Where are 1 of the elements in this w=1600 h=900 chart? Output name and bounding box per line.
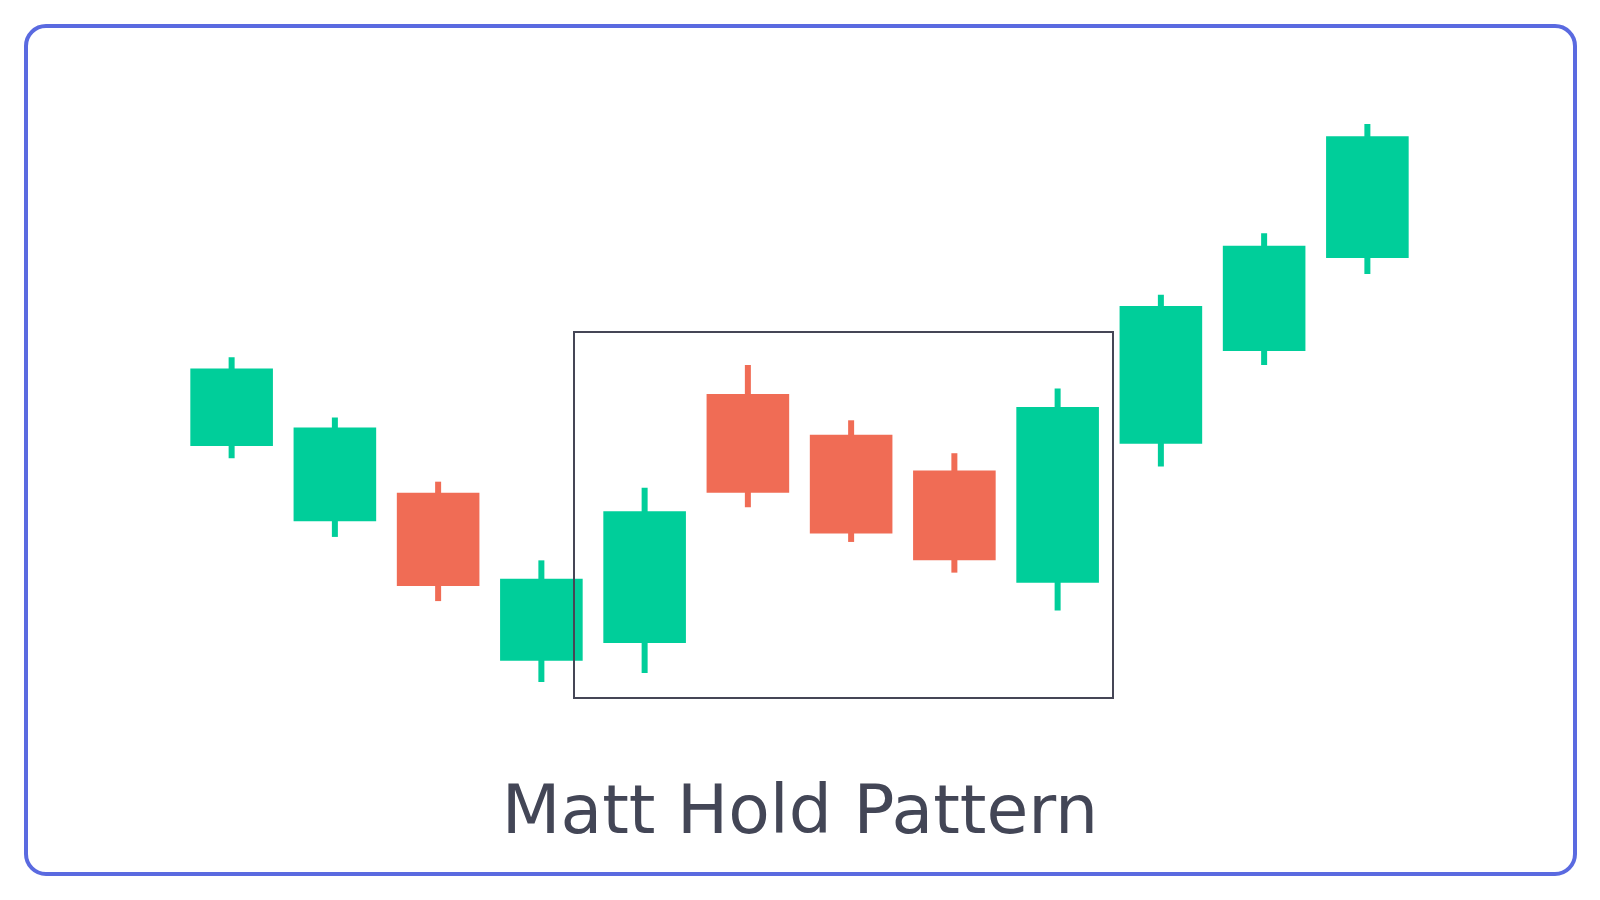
text: Matt Hold Pattern — [500, 770, 1100, 849]
